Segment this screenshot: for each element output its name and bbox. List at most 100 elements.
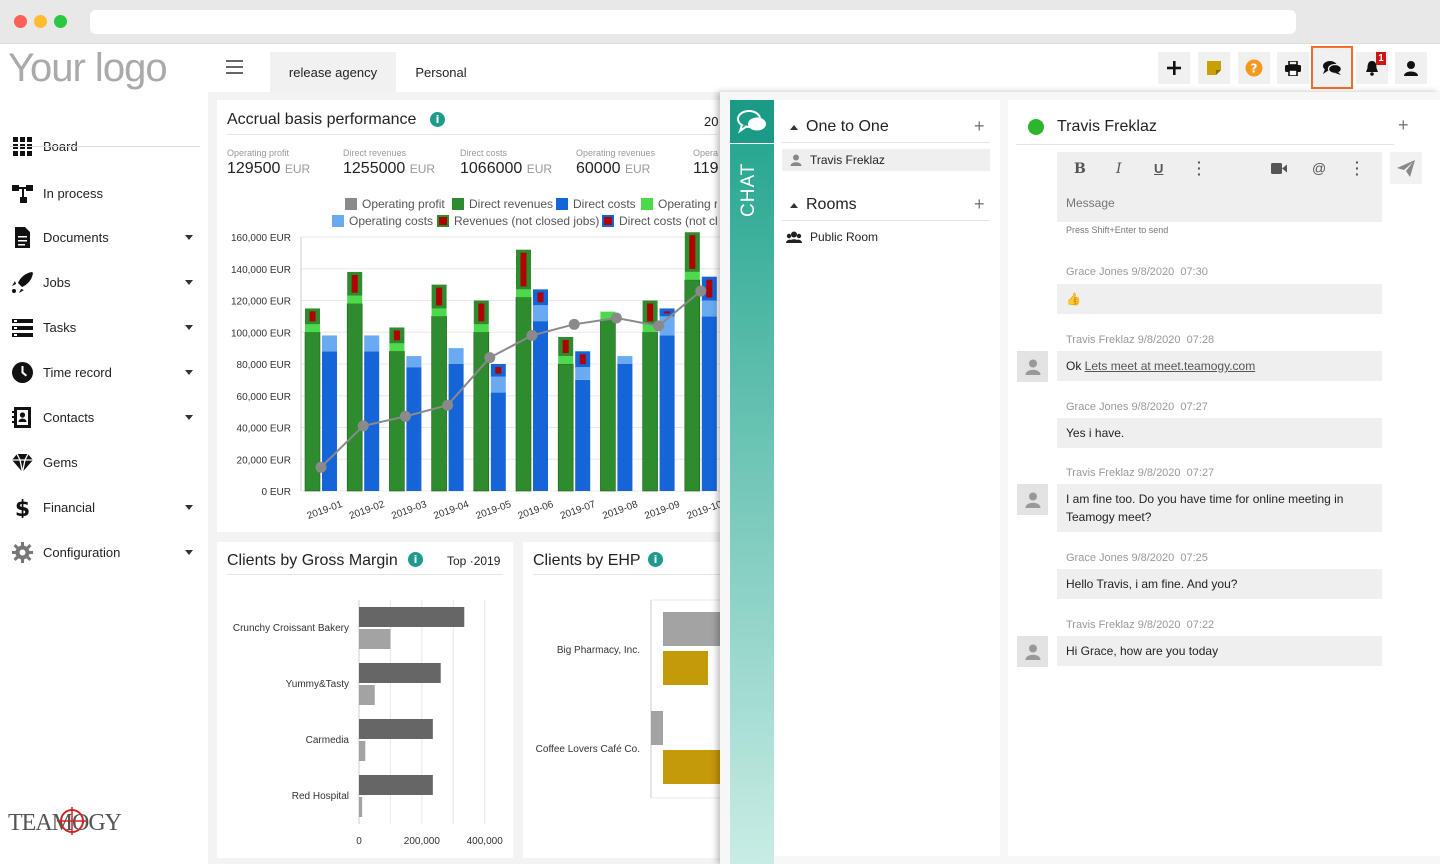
contacts-icon [10,405,34,429]
sidebar-item-in-process[interactable]: In process [0,173,208,213]
chevron-down-icon[interactable] [185,414,193,420]
info-icon[interactable]: i [408,552,423,567]
room-item[interactable]: Public Room [782,226,990,248]
bar-gross-margin-secondary [359,629,391,649]
bar-direct-revenues [557,363,574,492]
legend-item[interactable]: Direct revenues [452,197,553,211]
sidebar-item-financial[interactable]: $ Financial [0,487,208,527]
legend-label: Operating profit [362,197,445,211]
bar-operating-costs [617,356,633,364]
legend-item[interactable]: Operating re [641,197,725,211]
minimize-window-icon[interactable] [34,15,47,28]
chevron-down-icon[interactable] [185,504,193,510]
sidebar-item-jobs[interactable]: Jobs [0,262,208,302]
legend-swatch [332,215,344,227]
x-tick-label: 2019-10 [686,499,725,522]
italic-icon[interactable]: I [1116,161,1122,177]
message-author: Travis Freklaz [1066,619,1135,631]
help-button[interactable]: ? [1238,52,1270,84]
bar-direct-costs [448,364,464,491]
legend-item[interactable]: Direct costs (not cl [602,214,718,228]
video-icon[interactable] [1271,163,1287,174]
chat-bubbles-icon [737,110,766,134]
x-tick-label: 200,000 [404,836,441,847]
add-participant-icon[interactable]: + [1398,115,1409,135]
notifications-button[interactable]: 1 [1356,52,1388,84]
bar-direct-costs [406,367,422,491]
rooms-panel: One to One + Travis Freklaz Rooms + Publ… [774,100,1000,856]
y-tick-label: 140,000 EUR [231,265,291,276]
add-room-icon[interactable]: + [974,194,985,214]
sidebar-item-time-record[interactable]: Time record [0,352,208,392]
user-button[interactable] [1395,52,1427,84]
bar-direct-costs-not-closed [495,367,502,374]
conversation-title: Travis Freklaz [1057,118,1157,135]
bar-operating-costs [364,335,380,352]
underline-icon[interactable]: U [1154,161,1164,176]
chevron-down-icon[interactable] [185,279,193,285]
chevron-down-icon[interactable] [185,369,193,375]
message-input[interactable] [1057,190,1382,216]
address-bar[interactable] [90,10,1296,34]
print-button[interactable] [1277,52,1309,84]
workflow-icon [10,181,34,205]
accrual-card: Accrual basis performance i 20 [217,100,727,532]
message-author: Grace Jones [1066,266,1129,278]
divider [227,574,503,575]
rooms-header[interactable]: Rooms [790,196,857,214]
sidebar-item-gems[interactable]: Gems [0,442,208,482]
y-tick-label: 40,000 EUR [237,424,291,435]
message-bubble: 👍 [1057,284,1382,314]
bar-operating-revenues [516,289,531,298]
bold-icon[interactable]: B [1074,161,1086,177]
y-tick-label: 20,000 EUR [237,455,291,466]
legend-item[interactable]: Direct costs [556,197,636,211]
menu-icon[interactable] [226,60,243,74]
person-icon [1025,359,1040,375]
message-link[interactable]: Lets meet at meet.teamogy.com [1084,359,1256,373]
user-icon [1404,60,1418,76]
add-contact-icon[interactable]: + [974,116,985,136]
note-icon [1207,61,1221,75]
bar-gross-margin [359,663,441,683]
add-icon [1167,61,1181,75]
mention-icon[interactable]: @ [1312,160,1327,176]
info-icon[interactable]: i [430,112,445,127]
maximize-window-icon[interactable] [54,15,67,28]
legend-item[interactable]: Operating profit [345,197,445,211]
close-window-icon[interactable] [14,15,27,28]
message-time: 9/8/2020 07:30 [1131,266,1208,278]
sidebar-item-tasks[interactable]: Tasks [0,307,208,347]
notes-button[interactable] [1198,52,1230,84]
bar-direct-costs [575,379,591,491]
tab-release-agency[interactable]: release agency [270,52,396,92]
legend-item[interactable]: Revenues (not closed jobs) [437,214,599,228]
kpi-value: 129500 EUR [227,160,310,178]
contact-item[interactable]: Travis Freklaz [782,149,990,171]
tab-personal[interactable]: Personal [396,52,486,92]
sidebar-item-contacts[interactable]: Contacts [0,397,208,437]
sidebar-item-configuration[interactable]: Configuration [0,532,208,572]
message-author: Travis Freklaz [1066,334,1135,346]
bar-operating-revenues [305,324,320,333]
message-time: 9/8/2020 07:28 [1137,334,1215,346]
legend-item[interactable]: Operating costs [332,214,433,228]
add-button[interactable] [1158,52,1190,84]
chevron-down-icon[interactable] [185,549,193,555]
more-icon[interactable]: · · · [1197,154,1202,182]
chat-strip-header[interactable] [730,100,774,144]
sidebar-item-documents[interactable]: Documents [0,217,208,257]
chevron-down-icon[interactable] [185,234,193,240]
gross-margin-filter[interactable]: Top ·2019 [447,554,501,568]
sidebar-item-label: Documents [43,229,109,245]
chat-button[interactable] [1311,46,1353,89]
more-icon[interactable]: · · · [1355,154,1360,182]
one-to-one-header[interactable]: One to One [790,118,889,136]
message-text: Hello Travis, i am fine. And you? [1066,577,1238,591]
info-icon[interactable]: i [648,552,663,567]
print-icon [1285,60,1301,76]
send-button[interactable] [1390,152,1422,184]
legend-swatch [602,215,614,227]
chevron-down-icon[interactable] [185,324,193,330]
bar-operating-revenues [431,308,447,317]
